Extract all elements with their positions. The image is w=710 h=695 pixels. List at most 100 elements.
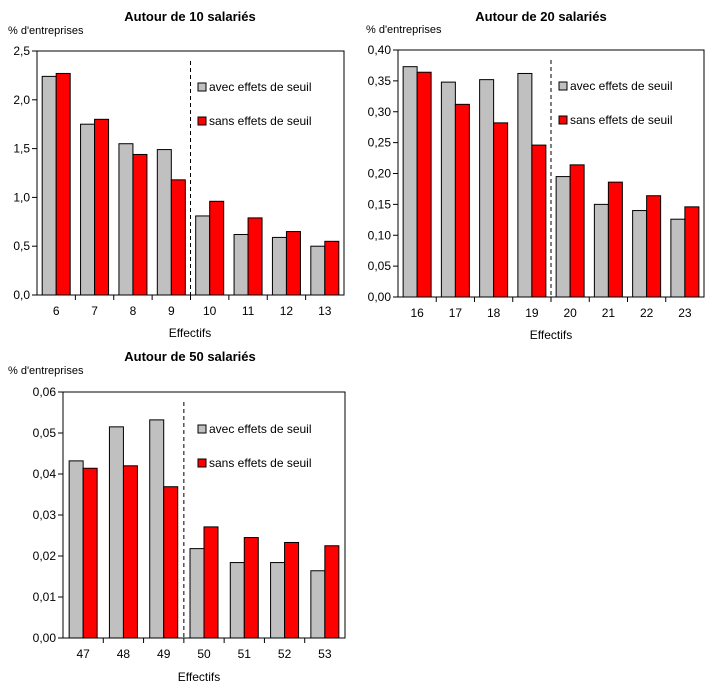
y-tick-label: 0,20 <box>368 167 392 181</box>
bar-sans-effets <box>170 179 186 296</box>
bar-sans-effets <box>82 467 98 639</box>
bar-avec-effets <box>593 203 609 298</box>
x-tick-label: 51 <box>238 647 252 661</box>
bar-sans-effets <box>132 153 148 296</box>
bar-sans-effets <box>284 541 300 639</box>
x-axis-label: Effectifs <box>530 328 572 342</box>
x-tick-label: 13 <box>318 304 332 318</box>
bar-avec-effets <box>233 233 249 296</box>
chart-panel-3: Autour de 50 salariés % d'entreprises 0,00… <box>8 349 346 684</box>
y-tick-label: 2,5 <box>13 44 30 58</box>
chart-panel-2: Autour de 20 salariés % d'entreprises 0,00… <box>366 9 705 342</box>
chart-title: Autour de 50 salariés <box>124 349 256 364</box>
y-tick-label: 0,05 <box>368 259 392 273</box>
x-tick-label: 12 <box>280 304 294 318</box>
bar-sans-effets <box>247 217 263 296</box>
legend-label-sans: sans effets de seuil <box>209 114 312 128</box>
bar-avec-effets <box>555 176 571 298</box>
legend-swatch-sans <box>197 116 207 126</box>
x-tick-label: 19 <box>525 306 539 320</box>
legend-swatch-sans <box>197 458 207 468</box>
bar-sans-effets <box>94 118 110 296</box>
y-axis-label: % d'entreprises <box>8 365 84 377</box>
bar-avec-effets <box>310 570 326 639</box>
legend-swatch-sans <box>558 115 568 125</box>
x-tick-label: 49 <box>157 647 171 661</box>
x-tick-label: 11 <box>242 304 255 318</box>
y-tick-label: 0,01 <box>33 590 57 604</box>
bar-sans-effets <box>243 537 259 639</box>
y-tick-label: 0,03 <box>33 508 57 522</box>
x-tick-label: 22 <box>640 306 654 320</box>
y-tick-label: 0,15 <box>368 197 392 211</box>
y-tick-label: 0,02 <box>33 549 57 563</box>
x-tick-label: 52 <box>278 647 292 661</box>
bar-avec-effets <box>41 75 57 296</box>
y-tick-label: 0,00 <box>33 631 57 645</box>
bar-avec-effets <box>156 149 172 296</box>
x-tick-label: 8 <box>130 304 137 318</box>
bar-avec-effets <box>108 426 124 639</box>
bar-sans-effets <box>285 231 301 296</box>
x-tick-label: 7 <box>91 304 98 318</box>
x-axis-label: Effectifs <box>169 326 211 340</box>
legend-swatch-avec <box>558 81 568 91</box>
chart-title: Autour de 20 salariés <box>475 9 607 24</box>
chart-title: Autour de 10 salariés <box>124 9 256 24</box>
y-tick-label: 1,0 <box>13 190 30 204</box>
x-tick-label: 18 <box>487 306 501 320</box>
bar-avec-effets <box>195 215 211 296</box>
x-tick-label: 50 <box>197 647 211 661</box>
x-tick-label: 47 <box>76 647 90 661</box>
x-tick-label: 48 <box>117 647 131 661</box>
bar-sans-effets <box>163 486 179 639</box>
y-tick-label: 0,06 <box>33 385 57 399</box>
bar-avec-effets <box>229 562 245 639</box>
x-tick-label: 20 <box>563 306 577 320</box>
bar-avec-effets <box>68 460 84 639</box>
bar-avec-effets <box>270 562 286 639</box>
y-tick-label: 0,25 <box>368 136 392 150</box>
bar-avec-effets <box>149 419 165 639</box>
bar-sans-effets <box>569 164 585 298</box>
bar-sans-effets <box>122 465 138 639</box>
x-tick-label: 16 <box>410 306 424 320</box>
x-tick-label: 6 <box>53 304 60 318</box>
bar-sans-effets <box>607 181 623 298</box>
legend-label-avec: avec effets de seuil <box>209 422 312 436</box>
y-tick-label: 0,40 <box>368 43 392 57</box>
y-tick-label: 0,30 <box>368 105 392 119</box>
bar-sans-effets <box>203 526 219 639</box>
x-axis-label: Effectifs <box>178 670 220 684</box>
bar-sans-effets <box>416 71 432 298</box>
bar-avec-effets <box>118 143 134 296</box>
bar-sans-effets <box>324 240 340 296</box>
bar-avec-effets <box>632 210 648 298</box>
y-axis-label: % d'entreprises <box>366 24 442 36</box>
bar-avec-effets <box>517 72 533 298</box>
bar-avec-effets <box>310 245 326 296</box>
bar-avec-effets <box>479 79 495 298</box>
x-tick-label: 10 <box>203 304 217 318</box>
bar-sans-effets <box>55 72 71 296</box>
bar-avec-effets <box>271 236 287 296</box>
legend-label-avec: avec effets de seuil <box>570 79 673 93</box>
y-tick-label: 0,0 <box>13 288 30 302</box>
y-tick-label: 0,00 <box>368 290 392 304</box>
bar-sans-effets <box>646 195 662 298</box>
x-tick-label: 17 <box>449 306 463 320</box>
bar-avec-effets <box>440 81 456 298</box>
bar-avec-effets <box>80 123 96 296</box>
bar-avec-effets <box>402 66 418 298</box>
bar-avec-effets <box>670 218 686 298</box>
y-tick-label: 1,5 <box>13 142 30 156</box>
x-tick-label: 23 <box>678 306 692 320</box>
bar-sans-effets <box>493 122 509 298</box>
y-tick-label: 0,35 <box>368 74 392 88</box>
chart-panel-1: Autour de 10 salariés % d'entreprises 0,0 0… <box>8 9 345 340</box>
y-axis-label: % d'entreprises <box>8 25 84 37</box>
y-tick-label: 0,10 <box>368 228 392 242</box>
x-tick-label: 21 <box>602 306 616 320</box>
y-tick-label: 0,05 <box>33 426 57 440</box>
